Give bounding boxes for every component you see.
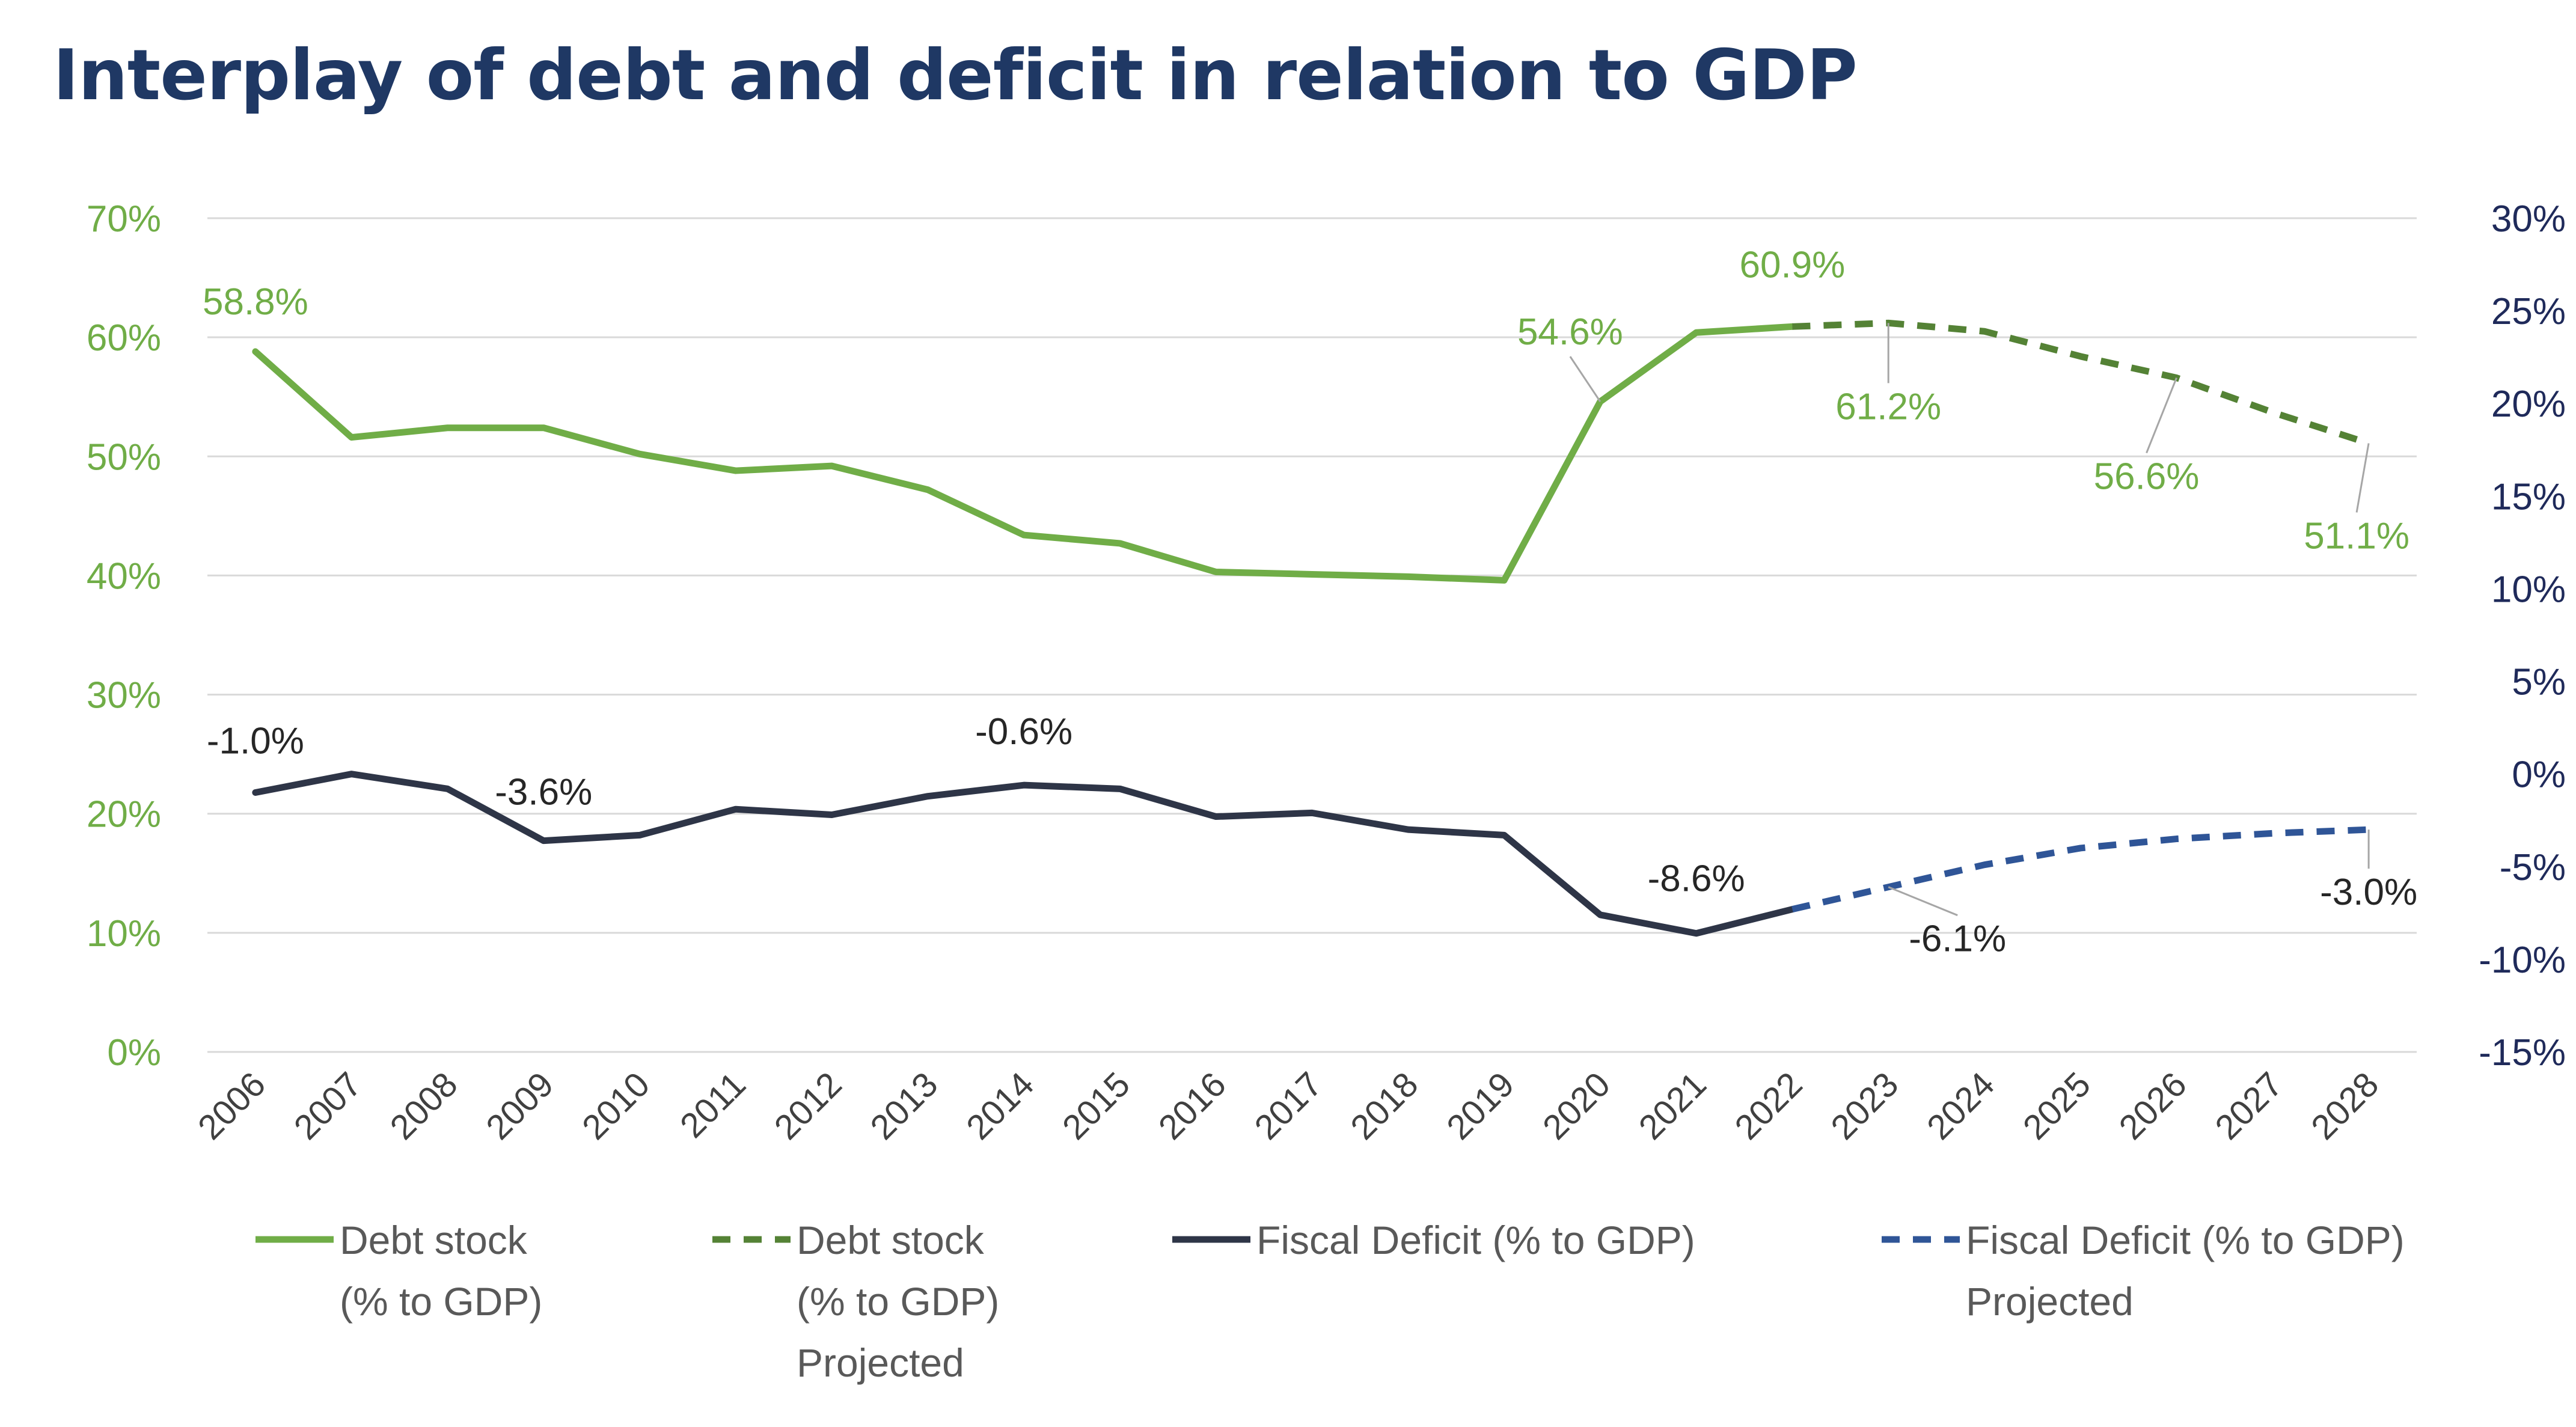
x-tick-label: 2015 (1055, 1065, 1137, 1147)
legend-label: Projected (797, 1340, 964, 1385)
x-tick-label: 2006 (191, 1065, 273, 1147)
deficit-projected-line (1791, 826, 2369, 913)
y-right-tick-label: 25% (2491, 291, 2566, 332)
data-label: -0.6% (975, 711, 1072, 753)
data-label: 60.9% (1740, 244, 1846, 286)
legend-label: Debt stock (797, 1218, 985, 1262)
data-label: -3.6% (495, 772, 592, 813)
x-tick-label: 2019 (1439, 1065, 1522, 1147)
y-right-tick-label: -5% (2500, 847, 2566, 888)
x-tick-label: 2025 (2016, 1065, 2098, 1147)
deficit-line (252, 771, 1796, 937)
data-label-leader (2355, 443, 2370, 513)
y-right-tick-label: 30% (2491, 198, 2566, 240)
x-tick-label: 2020 (1535, 1065, 1618, 1147)
data-label-leader (2146, 377, 2177, 454)
x-tick-label: 2024 (1920, 1065, 2002, 1147)
data-label-leader (1569, 356, 1602, 402)
data-label: 51.1% (2304, 515, 2409, 557)
debt-line (252, 323, 1796, 584)
x-tick-label: 2023 (1823, 1065, 1906, 1147)
x-tick-label: 2011 (673, 1065, 753, 1145)
y-right-tick-label: 0% (2512, 754, 2566, 796)
data-label: -8.6% (1648, 858, 1745, 900)
y-right-tick-label: 15% (2491, 476, 2566, 518)
y-right-tick-label: -15% (2479, 1032, 2566, 1074)
x-tick-label: 2027 (2207, 1065, 2290, 1147)
x-tick-label: 2007 (287, 1065, 369, 1147)
legend-label: (% to GDP) (340, 1279, 542, 1324)
x-tick-label: 2021 (1632, 1065, 1714, 1147)
y-left-tick-label: 0% (107, 1032, 161, 1074)
y-left-tick-label: 70% (87, 198, 161, 240)
x-tick-label: 2009 (479, 1065, 561, 1147)
data-label: -6.1% (1909, 918, 2006, 960)
x-tick-label: 2008 (382, 1065, 465, 1147)
data-label: 61.2% (1835, 386, 1941, 427)
x-tick-label: 2028 (2304, 1065, 2386, 1147)
x-tick-label: 2018 (1343, 1065, 1425, 1147)
x-tick-label: 2026 (2112, 1065, 2194, 1147)
data-label: 58.8% (203, 281, 308, 323)
legend-label: Projected (1966, 1279, 2134, 1324)
y-right-tick-label: 10% (2491, 569, 2566, 610)
y-left-tick-label: 20% (87, 794, 161, 836)
data-label: -3.0% (2320, 872, 2417, 913)
x-tick-label: 2014 (959, 1065, 1041, 1147)
x-tick-label: 2010 (575, 1065, 657, 1147)
y-left-tick-label: 40% (87, 555, 161, 597)
legend-label: (% to GDP) (797, 1279, 999, 1324)
legend-label: Fiscal Deficit (% to GDP) (1966, 1218, 2405, 1262)
x-tick-label: 2017 (1247, 1065, 1329, 1147)
data-label: 56.6% (2094, 456, 2200, 498)
legend-label: Debt stock (340, 1218, 528, 1262)
y-left-tick-label: 60% (87, 317, 161, 359)
x-tick-label: 2022 (1727, 1065, 1810, 1147)
x-tick-label: 2012 (767, 1065, 849, 1147)
x-tick-label: 2016 (1151, 1065, 1234, 1147)
y-left-tick-label: 50% (87, 436, 161, 478)
y-right-tick-label: 20% (2491, 383, 2566, 425)
y-right-tick-label: 5% (2512, 662, 2566, 703)
data-label: -1.0% (207, 720, 304, 762)
data-label-leader (1888, 886, 1958, 917)
y-left-tick-label: 10% (87, 913, 161, 955)
y-right-tick-label: -10% (2479, 940, 2566, 981)
legend-label: Fiscal Deficit (% to GDP) (1256, 1218, 1695, 1262)
x-tick-label: 2013 (863, 1065, 945, 1147)
data-label: 54.6% (1517, 311, 1623, 353)
y-left-tick-label: 30% (87, 675, 161, 717)
chart-title: Interplay of debt and deficit in relatio… (53, 35, 1858, 116)
